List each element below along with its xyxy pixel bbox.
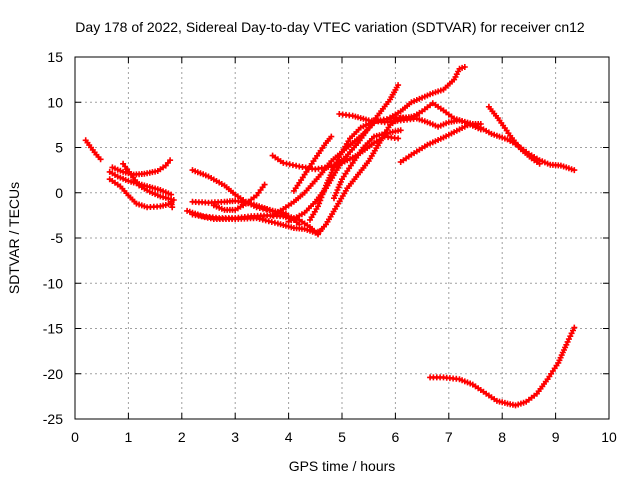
series-arc20 [387, 64, 468, 121]
y-tick-label: 0 [55, 185, 63, 201]
series-markers [397, 121, 484, 165]
series-markers [290, 133, 335, 194]
x-axis-label: GPS time / hours [289, 458, 396, 474]
y-tick-label: -20 [43, 366, 63, 382]
y-axis-label: SDTVAR / TECUs [6, 182, 22, 294]
y-tick-label: 10 [47, 94, 63, 110]
chart-title: Day 178 of 2022, Sidereal Day-to-day VTE… [75, 19, 585, 35]
y-tick-label: 15 [47, 49, 63, 65]
series-markers [109, 157, 174, 178]
series-markers [168, 198, 176, 211]
series-arc10 [189, 211, 324, 236]
x-tick-label: 3 [231, 429, 239, 445]
series-arc15 [307, 112, 420, 223]
series-markers [427, 324, 578, 409]
series-arc4 [109, 157, 174, 178]
grid [75, 57, 609, 419]
y-tick-label: -10 [43, 275, 63, 291]
x-tick-label: 8 [498, 429, 506, 445]
x-tick-label: 1 [125, 429, 133, 445]
series-markers [331, 127, 404, 202]
series-arc1 [82, 137, 104, 163]
series-arc11 [210, 181, 268, 213]
axis-ticks: 0 1 2 3 4 5 6 7 8 9 10 -25 -20 -15 -10 -5 0 5 10 15 [43, 49, 617, 445]
x-tick-label: 7 [445, 429, 453, 445]
series-line [399, 122, 483, 164]
series-markers [387, 64, 468, 121]
series-arc23 [427, 324, 578, 409]
series-arc13 [285, 82, 402, 225]
series-arc21 [397, 121, 484, 165]
series-markers [485, 103, 543, 167]
x-tick-label: 5 [338, 429, 346, 445]
series-arc3 [106, 176, 175, 211]
x-tick-label: 10 [601, 429, 617, 445]
y-tick-label: -15 [43, 321, 63, 337]
series-group [82, 64, 578, 409]
x-tick-label: 0 [71, 429, 79, 445]
series-markers [106, 176, 175, 211]
series-markers [189, 211, 324, 236]
series-line [287, 83, 400, 223]
x-tick-label: 6 [392, 429, 400, 445]
series-arc5 [120, 160, 177, 203]
series-arc16 [290, 133, 335, 194]
y-tick-label: -25 [43, 411, 63, 427]
series-arc18 [331, 127, 404, 202]
series-arc22 [485, 103, 543, 167]
x-tick-label: 4 [285, 429, 293, 445]
y-tick-label: -5 [51, 230, 64, 246]
series-markers [82, 137, 104, 163]
x-tick-label: 2 [178, 429, 186, 445]
x-tick-label: 9 [552, 429, 560, 445]
series-markers [285, 82, 402, 225]
series-markers [210, 181, 268, 213]
y-tick-label: 5 [55, 140, 63, 156]
series-markers [120, 160, 177, 203]
series-arc6 [168, 198, 176, 211]
